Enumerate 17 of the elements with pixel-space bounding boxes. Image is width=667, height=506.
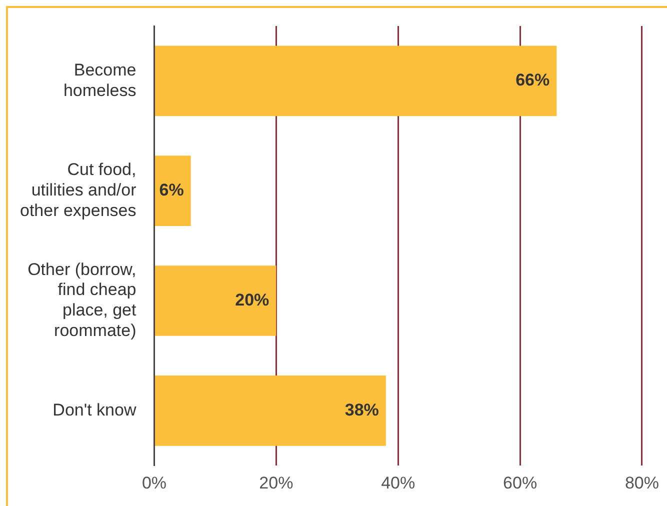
data-label: 6% xyxy=(159,180,184,200)
bar xyxy=(154,46,557,116)
x-tick-label: 20% xyxy=(259,473,294,492)
x-tick-label: 40% xyxy=(381,473,416,492)
y-tick-label: Become homeless xyxy=(63,60,136,100)
y-tick-label: Cut food, utilities and/or other expenses xyxy=(20,160,137,220)
bar xyxy=(154,266,276,336)
data-label: 66% xyxy=(516,70,550,90)
bar xyxy=(154,156,191,226)
x-tick-label: 0% xyxy=(142,473,167,492)
data-label: 38% xyxy=(344,400,379,420)
bar xyxy=(154,375,386,446)
y-tick-label: Don't know xyxy=(52,400,137,420)
data-label: 20% xyxy=(235,290,270,310)
x-tick-label: 80% xyxy=(624,473,660,492)
x-tick-label: 60% xyxy=(503,473,538,492)
y-tick-label: Other (borrow, find cheap place, get roommate) xyxy=(28,260,137,340)
